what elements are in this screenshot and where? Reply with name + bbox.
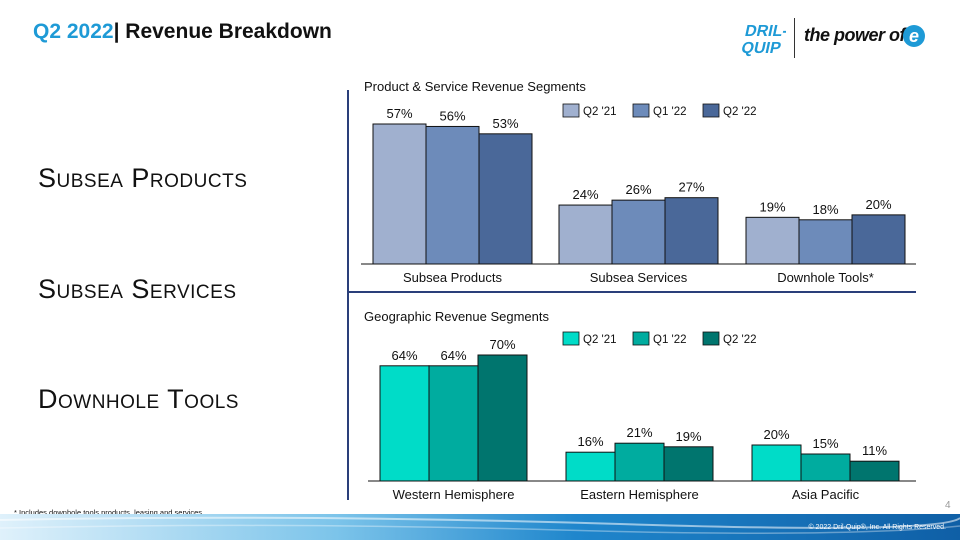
segment-label-subsea-products: Subsea Products [38,163,248,193]
chart-2-data-label-eastern-hemisphere-q1-22: 21% [626,425,652,440]
chart-1-data-label-subsea-services-q2-22: 27% [678,180,704,195]
chart-2-legend-label-q1-22: Q1 '22 [653,334,687,346]
chart-1-bar-subsea-products-q2-21 [372,123,427,265]
e-logo-icon: e [903,25,925,47]
dril-quip-logo-icon: DRIL- QUIP [740,22,786,57]
chart-2-bar-asia-pacific-q2-22 [849,460,900,482]
chart-1-data-label-subsea-products-q2-21: 57% [386,106,412,121]
chart-1-legend-label-q2-21: Q2 '21 [583,106,617,118]
chart-2-title: Geographic Revenue Segments [364,309,550,324]
logo-separator [794,18,795,58]
chart-1-legend-label-q1-22: Q1 '22 [653,106,687,118]
chart-1-bar-subsea-services-q2-21 [558,204,613,265]
chart-2-data-label-eastern-hemisphere-q2-22: 19% [675,429,701,444]
footer-band [0,514,960,540]
title-text: | Revenue Breakdown [113,20,332,43]
chart-1-legend-swatch-q1-22 [632,103,650,118]
chart-1-bar-subsea-services-q1-22 [611,199,666,265]
chart-2-bar-western-hemisphere-q1-22 [428,365,479,482]
chart-1-data-label-downhole-tools-q1-22: 18% [812,202,838,217]
chart-1-title: Product & Service Revenue Segments [364,79,586,94]
logo-brand-mark: e [909,26,919,46]
chart-2-bar-western-hemisphere-q2-22 [477,354,528,482]
chart-2-data-label-western-hemisphere-q1-22: 64% [440,348,466,363]
chart-2-data-label-western-hemisphere-q2-21: 64% [391,348,417,363]
chart-1-data-label-subsea-services-q2-21: 24% [572,187,598,202]
chart-1-bar-downhole-tools-q2-21 [745,216,800,265]
chart-1-data-label-downhole-tools-q2-21: 19% [759,199,785,214]
chart-2-legend-label-q2-22: Q2 '22 [723,334,757,346]
chart-1-legend-swatch-q2-21 [562,103,580,118]
chart-2-bar-eastern-hemisphere-q1-22 [614,442,665,482]
chart-1-legend-label-q2-22: Q2 '22 [723,106,757,118]
chart-2-legend-swatch-q1-22 [632,331,650,346]
chart-2-category-label-western-hemisphere: Western Hemisphere [393,487,515,502]
title-quarter: Q2 2022 [33,20,114,43]
chart-1-bar-subsea-products-q2-22 [478,133,533,265]
chart-2-bar-western-hemisphere-q2-21 [379,365,430,482]
chart-2-data-label-western-hemisphere-q2-22: 70% [489,337,515,352]
logo-tagline: the power of [804,25,906,45]
chart-1-category-label-downhole-tools: Downhole Tools* [777,270,874,285]
chart-1-data-label-downhole-tools-q2-22: 20% [865,197,891,212]
chart-2-category-label-asia-pacific: Asia Pacific [792,487,860,502]
chart-1-category-label-subsea-services: Subsea Services [590,270,688,285]
chart-2-bar-eastern-hemisphere-q2-21 [565,451,616,482]
logo-brand-bottom: QUIP [740,39,783,57]
page-number: 4 [945,500,951,511]
chart-1-category-label-subsea-products: Subsea Products [403,270,503,285]
chart-1-bar-downhole-tools-q2-22 [851,214,906,265]
chart-2-data-label-asia-pacific-q1-22: 15% [812,436,838,451]
chart-2-bar-asia-pacific-q2-21 [751,444,802,482]
page-title: Q2 2022| Revenue Breakdown [33,20,332,44]
chart-2-legend-swatch-q2-22 [702,331,720,346]
chart-1-bar-downhole-tools-q1-22 [798,219,853,265]
chart-2-data-label-eastern-hemisphere-q2-21: 16% [577,434,603,449]
chart-2-bar-asia-pacific-q1-22 [800,453,851,482]
chart-2-data-label-asia-pacific-q2-21: 20% [763,427,789,442]
chart-1-bar-subsea-services-q2-22 [664,197,719,265]
chart-1-data-label-subsea-services-q1-22: 26% [625,182,651,197]
footnote: * Includes downhole tools products, leas… [14,508,203,517]
chart-1-data-label-subsea-products-q2-22: 53% [492,116,518,131]
chart-1-legend-swatch-q2-22 [702,103,720,118]
chart-1-data-label-subsea-products-q1-22: 56% [439,108,465,123]
logo-brand-top: DRIL- [743,22,786,40]
chart-2-legend-label-q2-21: Q2 '21 [583,334,617,346]
chart-2-bar-eastern-hemisphere-q2-22 [663,446,714,482]
company-logo: DRIL- QUIP the power of e [738,16,928,60]
chart-2-data-label-asia-pacific-q2-22: 11% [862,443,887,458]
chart-2-category-label-eastern-hemisphere: Eastern Hemisphere [580,487,699,502]
segment-label-downhole-tools: Downhole Tools [38,384,239,414]
chart-2-legend-swatch-q2-21 [562,331,580,346]
copyright-notice: © 2022 Dril-Quip®, Inc. All Rights Reser… [808,524,946,531]
segment-label-subsea-services: Subsea Services [38,274,237,304]
chart-1-bar-subsea-products-q1-22 [425,125,480,265]
